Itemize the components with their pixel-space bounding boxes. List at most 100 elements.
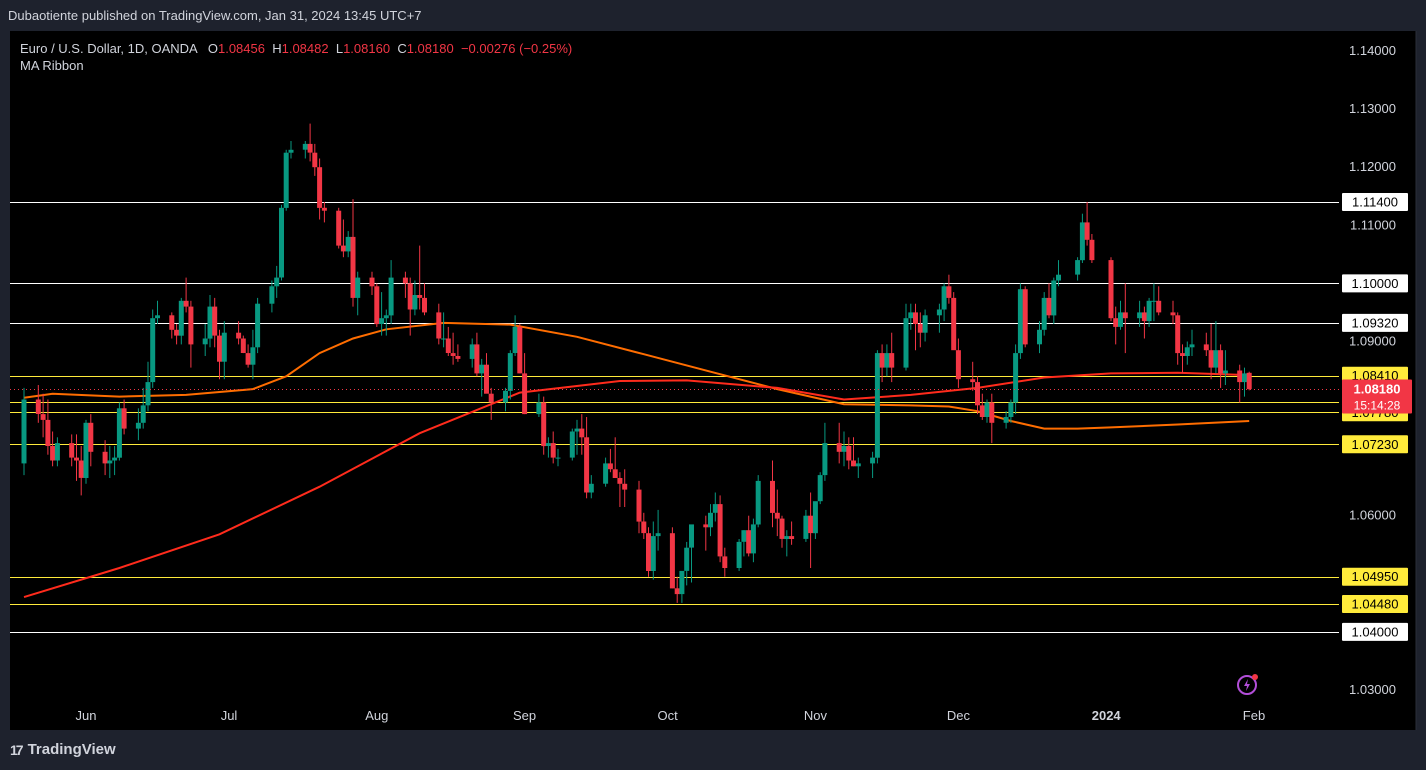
candle-body	[1213, 350, 1219, 368]
candle	[355, 271, 361, 316]
candle-body	[488, 393, 494, 403]
candle	[884, 344, 890, 377]
level-badge-bg	[1342, 313, 1408, 332]
candle	[1170, 300, 1176, 324]
candle	[174, 324, 180, 345]
change-value: −0.00276 (−0.25%)	[460, 41, 573, 56]
candle-body	[484, 364, 489, 394]
candle	[936, 303, 942, 333]
candle-body	[541, 402, 547, 447]
candle-body	[1218, 350, 1224, 374]
symbol-name[interactable]: Euro / U.S. Dollar, 1D, OANDA	[20, 41, 198, 56]
candle	[445, 326, 451, 356]
candle-body	[574, 428, 580, 432]
candle	[669, 527, 675, 589]
candle-body	[340, 245, 346, 252]
level-badge: 1.04000	[1342, 622, 1408, 641]
candle	[474, 332, 480, 377]
candle	[1208, 324, 1214, 380]
indicator-name[interactable]: MA Ribbon	[20, 58, 84, 73]
candle-body	[989, 402, 995, 423]
candle	[436, 303, 442, 345]
candles	[21, 123, 1252, 603]
candle-body	[545, 443, 551, 446]
candle	[1089, 234, 1095, 263]
candle-body	[874, 353, 880, 458]
lightning-icon[interactable]	[1236, 673, 1260, 697]
time-tick-label: Jun	[76, 708, 97, 723]
candle	[283, 149, 289, 211]
candle-body	[1003, 417, 1009, 423]
candle-body	[1246, 372, 1252, 390]
candle-body	[1151, 300, 1157, 302]
candle	[374, 283, 380, 327]
candle	[584, 417, 590, 499]
candle	[1056, 260, 1061, 287]
candle-body	[1222, 370, 1228, 374]
candle-body	[35, 399, 41, 414]
candle-body	[955, 350, 961, 380]
low-label: L	[335, 41, 344, 56]
candle	[817, 472, 823, 505]
candle	[1189, 329, 1195, 356]
candle-body	[703, 524, 709, 528]
candle	[221, 321, 227, 380]
tradingview-brand[interactable]: 17 TradingView	[10, 741, 116, 758]
candle	[1203, 332, 1209, 356]
candle	[350, 199, 356, 307]
time-tick-label: Aug	[365, 708, 388, 723]
candle-body	[1141, 312, 1147, 322]
open-value: 1.08456	[217, 41, 265, 56]
candle-body	[1013, 353, 1019, 403]
candle	[1141, 306, 1147, 339]
candle	[455, 344, 461, 362]
candle	[579, 414, 585, 455]
candle-body	[202, 338, 208, 345]
open-label: O	[207, 41, 218, 56]
candle	[116, 402, 122, 461]
candle	[74, 434, 79, 481]
candle	[655, 509, 661, 551]
candle-body	[174, 329, 180, 336]
candle	[846, 437, 852, 470]
candle	[488, 387, 494, 420]
candle	[1017, 283, 1023, 359]
candle-body	[417, 295, 423, 298]
candle	[279, 204, 284, 281]
candle-body	[1156, 300, 1162, 313]
candle-body	[169, 315, 175, 330]
candle	[112, 446, 118, 476]
candle-body	[612, 469, 618, 478]
candle-body	[450, 353, 456, 356]
candle-body	[50, 446, 56, 461]
candle	[45, 399, 51, 455]
candle-body	[588, 483, 594, 493]
candle-body	[150, 318, 156, 383]
candle-body	[212, 306, 218, 336]
candle	[1122, 283, 1128, 354]
candle	[140, 387, 146, 429]
published-by-header: Dubaotiente published on TradingView.com…	[8, 8, 422, 23]
candle-body	[803, 515, 809, 539]
candle-body	[722, 556, 728, 568]
candle-body	[469, 344, 475, 359]
candle-body	[889, 353, 895, 368]
candle	[812, 501, 818, 539]
candle-body	[221, 332, 227, 362]
candle-body	[312, 152, 318, 168]
candle	[689, 524, 694, 583]
candle	[312, 143, 318, 176]
level-badge-bg	[1342, 193, 1408, 211]
candle	[412, 280, 418, 316]
candle	[54, 437, 60, 467]
candle-body	[1041, 297, 1047, 330]
price-axis: 1.14000 1.13000 1.12000 1.11000 1.10000 1.090…	[1342, 43, 1412, 697]
candle-body	[1189, 344, 1195, 348]
close-value: 1.08180	[406, 41, 454, 56]
candle	[646, 527, 651, 577]
level-badge-label: 1.10000	[1352, 276, 1399, 291]
candle-body	[183, 300, 189, 307]
candle-body	[88, 422, 94, 452]
candle	[684, 541, 690, 586]
